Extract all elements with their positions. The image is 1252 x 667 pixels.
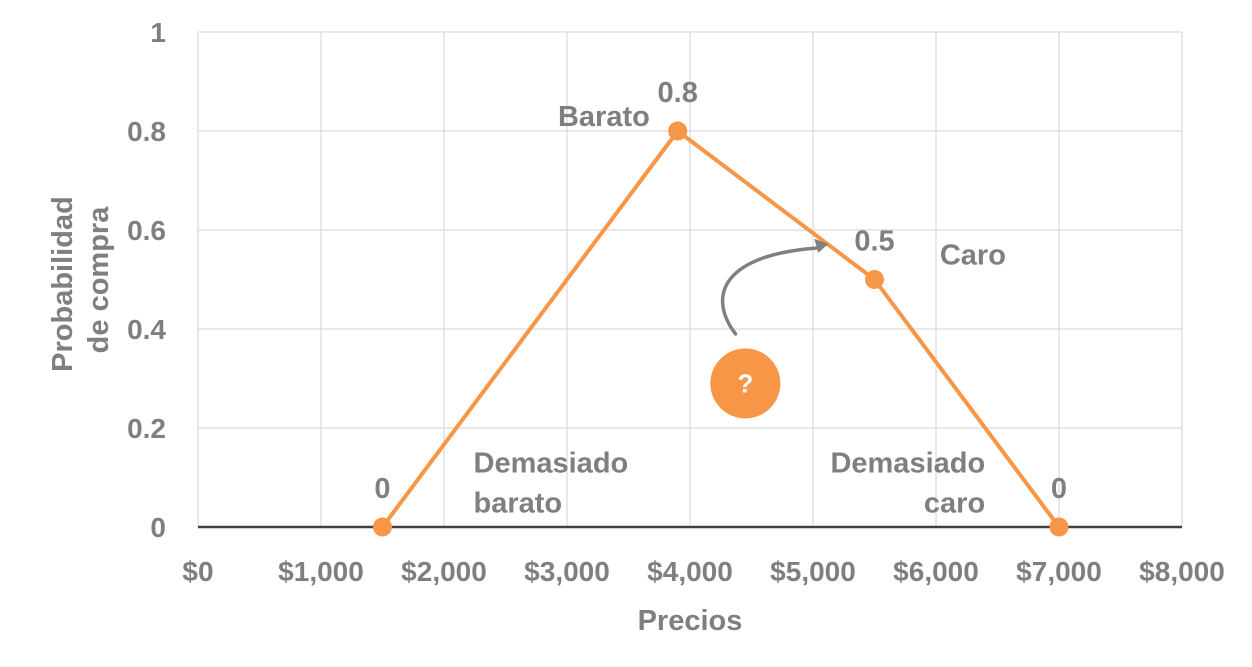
data-point-2	[865, 270, 884, 289]
question-mark-label: ?	[737, 368, 753, 398]
y-axis-title-line-1: Probabilidad	[47, 196, 79, 372]
annotation-1-line-0: Caro	[940, 240, 1006, 272]
series-line-0	[380, 129, 1061, 529]
x-tick-label-3: $3,000	[524, 556, 610, 587]
data-point-0	[373, 517, 392, 537]
data-label-0: 0	[374, 473, 390, 505]
data-point-1	[668, 121, 688, 141]
arrow-head-icon	[814, 238, 829, 253]
x-tick-label-8: $8,000	[1139, 556, 1225, 587]
x-tick-label-5: $5,000	[770, 556, 856, 587]
question-callout: ?	[710, 238, 829, 419]
curved-arrow	[720, 246, 822, 336]
x-tick-label-0: $0	[182, 556, 213, 587]
data-label-2: 0.5	[854, 226, 894, 258]
y-tick-label-0: 0	[150, 512, 166, 543]
annotation-3-line-1: caro	[924, 488, 985, 520]
x-tick-label-6: $6,000	[893, 556, 979, 587]
y-tick-labels: 0 0.2 0.4 0.6 0.8 1	[127, 17, 166, 543]
gridlines	[197, 31, 1183, 527]
y-tick-label-2: 0.4	[127, 314, 166, 345]
annotation-0-line-0: Barato	[558, 101, 650, 133]
y-tick-label-1: 0.2	[127, 413, 166, 444]
x-axis-title: Precios	[638, 605, 743, 637]
x-tick-label-2: $2,000	[401, 556, 487, 587]
x-tick-label-1: $1,000	[278, 556, 364, 587]
annotation-3-line-0: Demasiado	[830, 448, 985, 480]
data-point-3	[1049, 517, 1069, 537]
annotation-2-line-0: Demasiado	[474, 448, 629, 480]
y-tick-label-4: 0.8	[127, 116, 166, 147]
annotation-1: Caro	[940, 240, 1006, 272]
data-label-1: 0.8	[658, 77, 698, 109]
y-axis-title-line-2: de compra	[83, 206, 115, 354]
y-axis-title: Probabilidad de compra	[47, 188, 115, 372]
annotation-2-line-1: barato	[474, 488, 563, 520]
question-circle-icon	[710, 348, 781, 419]
data-label-3: 0	[1051, 473, 1067, 505]
x-tick-labels: $0 $1,000 $2,000 $3,000 $4,000 $5,000 $6,000 $7…	[182, 556, 1224, 587]
y-tick-label-3: 0.6	[127, 215, 166, 246]
axis-titles: Precios Probabilidad de compra	[47, 188, 743, 637]
annotations: Barato Caro Demasiado barato Demasiado caro	[474, 101, 1006, 520]
annotation-2: Demasiado barato	[474, 448, 629, 520]
x-tick-label-7: $7,000	[1016, 556, 1102, 587]
series: 0 0.8 0.5 0	[373, 77, 1069, 537]
x-tick-label-4: $4,000	[647, 556, 733, 587]
annotation-3: Demasiado caro	[830, 448, 985, 520]
annotation-0: Barato	[558, 101, 650, 133]
y-tick-label-5: 1	[150, 17, 166, 48]
